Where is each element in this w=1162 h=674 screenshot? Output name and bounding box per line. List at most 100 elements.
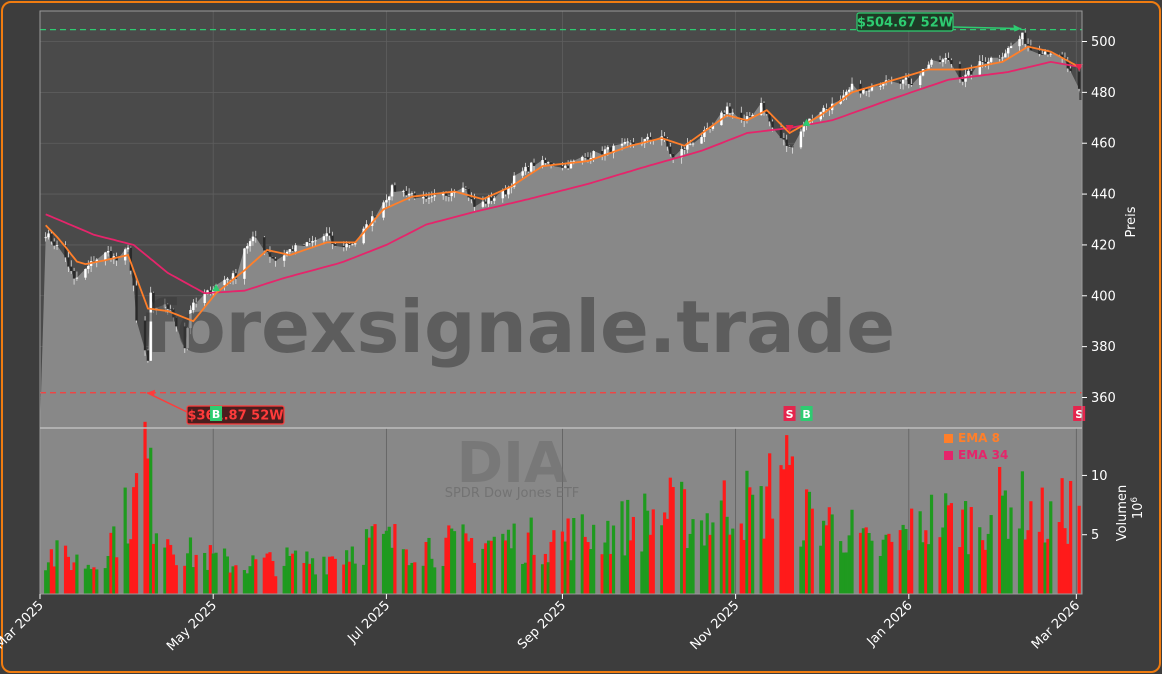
volume-bar <box>827 507 831 594</box>
volume-bar <box>310 558 315 594</box>
candle-body <box>427 197 431 199</box>
volume-bar <box>603 542 607 594</box>
volume-bar <box>938 537 942 594</box>
volume-bar <box>254 559 258 594</box>
volume-bar <box>109 532 113 594</box>
candle-body <box>487 197 490 204</box>
volume-bar <box>1006 538 1010 594</box>
candle-body <box>365 224 368 229</box>
candle-body <box>606 147 610 150</box>
volume-bar <box>606 520 610 594</box>
volume-bar <box>523 562 528 594</box>
candle-body <box>152 292 155 311</box>
volume-unit-label: 106 <box>1130 497 1146 520</box>
volume-bar <box>1077 505 1081 594</box>
candle-body <box>345 243 348 248</box>
volume-bar <box>532 554 536 594</box>
candle-body <box>1049 53 1052 55</box>
candle-body <box>629 141 632 143</box>
candle-body <box>484 201 487 204</box>
volume-bar <box>719 500 724 594</box>
candle-body <box>1038 50 1041 55</box>
volume-bar <box>543 553 547 594</box>
volume-bar <box>234 565 238 594</box>
candle-body <box>998 57 1001 59</box>
candle-body <box>941 59 945 63</box>
candle-body <box>547 162 550 164</box>
volume-bar <box>711 522 715 594</box>
volume-bar <box>881 539 885 594</box>
volume-bar <box>123 487 127 594</box>
volume-bar <box>427 537 431 594</box>
volume-bar <box>350 546 354 594</box>
volume-bar <box>441 565 445 594</box>
candle-body <box>700 137 703 144</box>
volume-bar <box>799 546 803 594</box>
candle-body <box>609 147 612 153</box>
volume-bar <box>981 540 985 594</box>
volume-bar <box>205 569 210 594</box>
volume-bar <box>353 563 357 594</box>
volume-bar <box>484 543 488 594</box>
volume-bar <box>779 465 783 594</box>
volume-bar <box>143 421 147 594</box>
candle-body <box>1060 54 1064 58</box>
candle-body <box>493 198 496 201</box>
volume-bar <box>870 540 874 594</box>
volume-bar <box>506 529 511 594</box>
volume-bar <box>847 535 851 594</box>
volume-bar <box>364 529 369 594</box>
candle-body <box>1021 32 1024 40</box>
volume-bar <box>745 470 749 594</box>
volume-bar <box>171 554 176 594</box>
volume-bar <box>770 518 775 594</box>
volume-bar <box>850 509 854 594</box>
candle-body <box>1046 51 1050 55</box>
ema8-line <box>45 45 1080 323</box>
volume-bar <box>878 555 883 594</box>
candle-body <box>112 256 116 259</box>
candle-body <box>561 166 564 168</box>
candle-body <box>129 247 133 271</box>
price-tick-label: 380 <box>1091 340 1116 355</box>
volume-bar <box>492 536 496 594</box>
candle-body <box>342 245 345 248</box>
volume-bar <box>481 548 485 594</box>
volume-bar <box>978 527 982 594</box>
volume-bar <box>248 566 252 594</box>
volume-bar <box>46 562 51 594</box>
candle-body <box>109 251 113 259</box>
sell-marker <box>1075 63 1084 71</box>
volume-bar <box>807 491 812 594</box>
candle-body <box>802 125 805 132</box>
volume-bar <box>623 555 627 594</box>
candle-body <box>524 166 527 172</box>
candle-body <box>385 200 388 203</box>
volume-bar <box>401 549 406 594</box>
candle-body <box>918 75 922 85</box>
volume-bar <box>685 548 689 594</box>
candle-body <box>305 242 309 247</box>
volume-bar <box>183 565 187 594</box>
volume-bar <box>1063 528 1067 594</box>
volume-bar <box>802 540 806 594</box>
candle-body <box>600 151 604 155</box>
candle-body <box>294 245 297 252</box>
candle-body <box>882 82 885 86</box>
candle-body <box>325 233 328 237</box>
candle-body <box>189 310 192 329</box>
candle-body <box>243 248 246 279</box>
candle-body <box>322 236 326 241</box>
candle-body <box>467 188 470 198</box>
candle-body <box>632 142 635 145</box>
volume-bar <box>186 553 190 594</box>
volume-bar <box>251 555 255 594</box>
candle-body <box>822 107 825 113</box>
volume-bar <box>1066 543 1070 594</box>
volume-bar <box>628 540 633 594</box>
candle-body <box>52 241 56 246</box>
low-52w-label: $361.87 52W <box>187 409 283 424</box>
volume-bar <box>631 516 636 594</box>
candle-body <box>461 187 465 193</box>
volume-bar <box>63 545 68 594</box>
